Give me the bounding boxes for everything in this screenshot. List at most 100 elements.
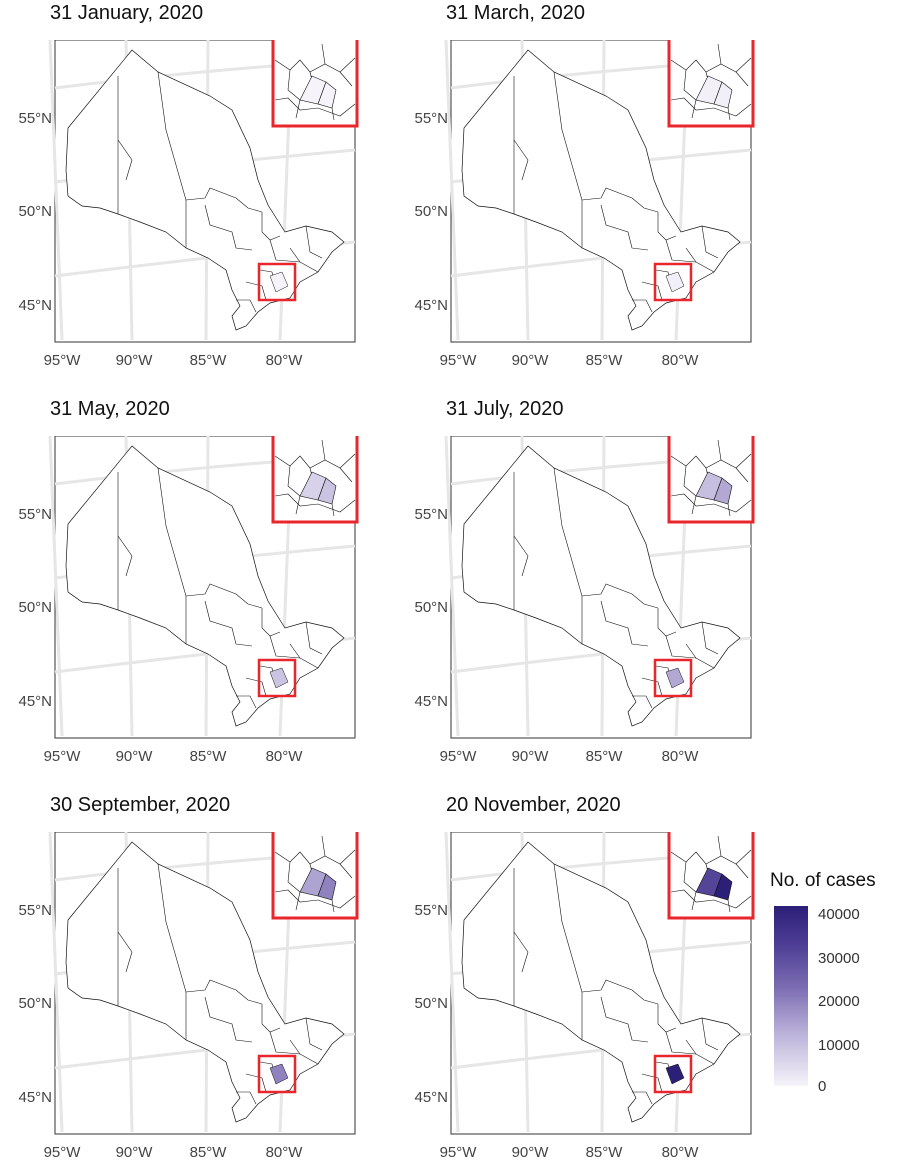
lat-tick-label: 50°N: [18, 203, 52, 220]
health-region-border: [513, 931, 529, 973]
legend-tick-20000: 20000: [818, 993, 860, 1010]
gta-region-fill: [665, 1063, 685, 1085]
lat-tick-label: 55°N: [18, 110, 52, 127]
health-region-border: [632, 299, 653, 313]
health-region-border: [117, 535, 133, 577]
health-region-border: [600, 204, 649, 251]
inset-region-fill-toronto: [317, 477, 337, 505]
health-region-border: [600, 600, 649, 647]
lon-tick-label: 85°W: [189, 748, 227, 765]
health-region-border: [236, 695, 257, 709]
lon-tick-label: 90°W: [511, 748, 549, 765]
map-panel: 30 September, 2020 55°N 50°N 45°N 95°W 90°W 85…: [0, 792, 359, 1172]
health-region-border: [269, 239, 319, 273]
health-region-border: [641, 1073, 663, 1093]
lon-tick-label: 95°W: [43, 748, 81, 765]
graticule-line: [444, 436, 460, 737]
gta-region-fill: [269, 271, 289, 293]
inset-marker-box: [257, 262, 297, 302]
health-region-border: [305, 1017, 323, 1051]
health-region-border: [157, 467, 187, 644]
health-region-border: [261, 212, 281, 241]
lon-tick-label: 80°W: [265, 1144, 303, 1161]
legend-tick-0: 0: [818, 1078, 827, 1095]
ontario-map: [444, 436, 755, 739]
inset-zoom: [271, 436, 359, 524]
health-region-border: [685, 247, 697, 263]
inset-region-fill-toronto: [713, 873, 733, 901]
lon-tick-label: 95°W: [43, 352, 81, 369]
health-region-border: [245, 281, 267, 301]
map-panel: 31 July, 2020 55°N 50°N 45°N 95°W 90°W 85°W 80°…: [396, 396, 755, 776]
lat-tick-label: 50°N: [414, 599, 448, 616]
lon-tick-label: 85°W: [189, 1144, 227, 1161]
panel-title: 31 July, 2020: [446, 398, 564, 420]
province-outline: [461, 49, 741, 331]
health-region-border: [185, 979, 263, 1005]
health-region-border: [641, 281, 663, 301]
health-region-border: [185, 583, 263, 609]
health-region-border: [581, 583, 659, 609]
health-region-border: [665, 635, 715, 669]
health-region-border: [236, 1091, 257, 1105]
gta-region-fill: [665, 271, 685, 293]
panel-title: 31 March, 2020: [446, 2, 585, 24]
lon-tick-label: 85°W: [585, 352, 623, 369]
graticule-line: [48, 40, 64, 341]
ontario-map: [48, 40, 359, 343]
health-region-border: [204, 204, 253, 251]
health-region-border: [641, 677, 663, 697]
inset-zoom: [667, 832, 755, 920]
inset-marker-box: [653, 262, 693, 302]
health-region-border: [632, 1091, 653, 1105]
province-outline: [65, 841, 345, 1123]
lon-tick-label: 95°W: [439, 352, 477, 369]
inset-region-fill-toronto: [713, 81, 733, 109]
province-outline: [461, 445, 741, 727]
health-region-border: [701, 1017, 719, 1051]
lon-tick-label: 95°W: [439, 748, 477, 765]
health-region-border: [245, 677, 267, 697]
graticule-line: [48, 436, 64, 737]
ontario-map: [444, 832, 755, 1135]
health-region-border: [513, 139, 529, 181]
lat-tick-label: 45°N: [414, 297, 448, 314]
lon-tick-label: 85°W: [189, 352, 227, 369]
province-outline: [65, 445, 345, 727]
health-region-border: [117, 139, 133, 181]
inset-marker-box: [257, 658, 297, 698]
province-outline: [461, 841, 741, 1123]
health-region-border: [553, 863, 583, 1040]
gta-region-fill: [269, 1063, 289, 1085]
lon-tick-label: 80°W: [661, 1144, 699, 1161]
inset-marker-box: [653, 658, 693, 698]
panel-title: 30 September, 2020: [50, 794, 231, 816]
health-region-border: [117, 931, 133, 973]
inset-zoom: [667, 40, 755, 128]
panel-title: 31 January, 2020: [50, 2, 204, 24]
health-region-border: [261, 1004, 281, 1033]
graticule-line: [444, 832, 460, 1133]
lon-tick-label: 90°W: [115, 748, 153, 765]
ontario-map: [48, 436, 359, 739]
lat-tick-label: 50°N: [414, 995, 448, 1012]
lon-tick-label: 85°W: [585, 1144, 623, 1161]
health-region-border: [685, 1039, 697, 1055]
inset-zoom: [271, 832, 359, 920]
health-region-border: [701, 225, 719, 259]
lat-tick-label: 45°N: [414, 693, 448, 710]
lat-tick-label: 45°N: [18, 297, 52, 314]
legend-title: No. of cases: [770, 870, 876, 891]
lat-tick-label: 45°N: [414, 1089, 448, 1106]
lon-tick-label: 90°W: [511, 1144, 549, 1161]
province-outline: [65, 49, 345, 331]
health-region-border: [245, 1073, 267, 1093]
lon-tick-label: 90°W: [115, 1144, 153, 1161]
legend-tick-10000: 10000: [818, 1037, 860, 1054]
panel-title: 31 May, 2020: [50, 398, 170, 420]
health-region-border: [581, 187, 659, 213]
lon-tick-label: 85°W: [585, 748, 623, 765]
lat-tick-label: 55°N: [18, 902, 52, 919]
health-region-border: [632, 695, 653, 709]
legend: No. of cases 40000 30000 20000 10000 0: [770, 870, 900, 1100]
